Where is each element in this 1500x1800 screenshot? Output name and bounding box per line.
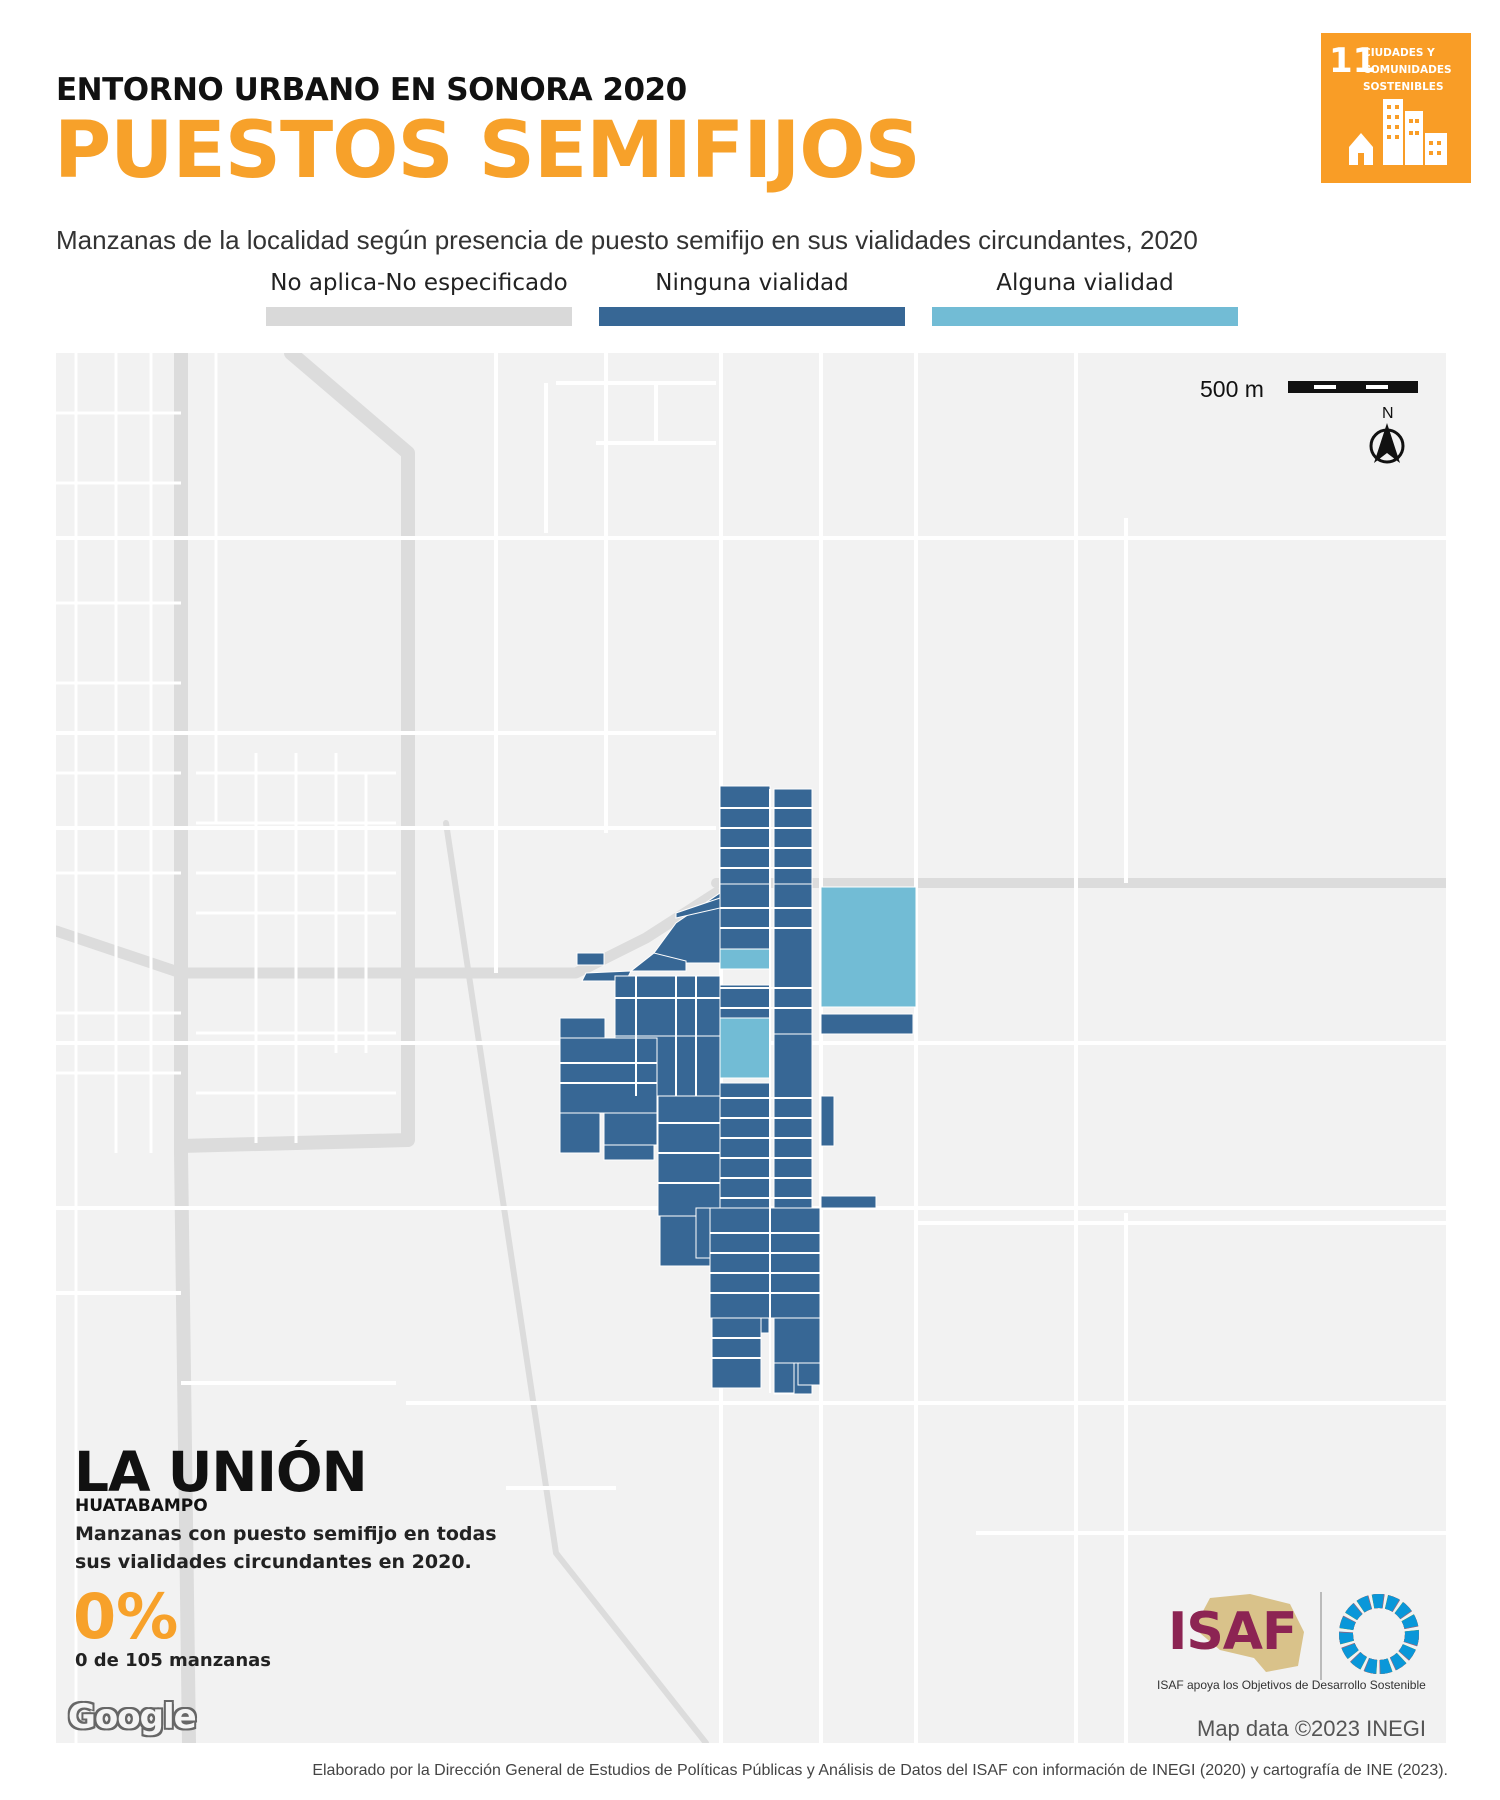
manzanas-ninguna [559,785,914,1395]
sdg-text-line-1: CIUDADES Y [1363,47,1435,59]
footer-credit: Elaborado por la Dirección General de Es… [312,1762,1448,1779]
manzana-ninguna[interactable] [773,1317,821,1364]
isaf-logo: ISAF [1168,1602,1298,1662]
legend-swatch-no-aplica [266,307,572,326]
sonora-silhouette-icon [1194,1594,1304,1672]
legend-swatch-ninguna [599,307,905,326]
north-label: N [1382,405,1394,422]
logo-divider [1320,1592,1322,1680]
sdg-text: CIUDADES Y COMUNIDADES SOSTENIBLES [1363,45,1452,96]
google-logo[interactable]: Google [68,1697,197,1737]
sdg-text-line-2: COMUNIDADES [1363,64,1452,76]
north-arrow-head [1374,423,1400,463]
north-arrow-icon [1369,423,1405,464]
scale-bar-outline [1288,381,1418,393]
scale-bar-segment [1314,385,1336,389]
isaf-slogan: ISAF apoya los Objetivos de Desarrollo S… [1157,1678,1426,1692]
map-canvas[interactable] [56,353,1446,1743]
manzana-ninguna[interactable] [629,952,687,972]
map-svg [56,353,1446,1743]
manzana-ninguna[interactable] [559,1112,601,1154]
manzana-ninguna[interactable] [719,785,771,885]
manzana-alguna[interactable] [820,886,917,1008]
manzana-ninguna[interactable] [820,1013,914,1035]
sdg-number: 11 [1329,41,1377,81]
sdg-text-line-3: SOSTENIBLES [1363,81,1444,93]
locality-name: LA UNIÓN [74,1440,368,1504]
scale-bar-segment [1366,385,1388,389]
map-credit: Map data ©2023 INEGI [1197,1716,1427,1741]
minor-streets [56,353,1446,1743]
diagonal-road [443,820,709,1743]
page-title: PUESTOS SEMIFIJOS [54,106,921,196]
manzanas-alguna [719,886,917,1079]
sonora-shape [1194,1594,1304,1672]
manzana-ninguna[interactable] [559,1037,658,1114]
manzana-ninguna[interactable] [614,975,721,1037]
legend-label-ninguna: Ninguna vialidad [655,270,849,296]
manzana-ninguna[interactable] [797,1362,821,1386]
manzana-alguna[interactable] [719,948,771,970]
legend-label-alguna: Alguna vialidad [996,270,1174,296]
manzana-ninguna[interactable] [711,1317,762,1389]
sdg-wheel-icon [1339,1594,1419,1674]
manzana-ninguna[interactable] [576,952,605,966]
manzana-ninguna[interactable] [603,1112,658,1146]
manzana-ninguna[interactable] [709,1207,821,1319]
stat-description: Manzanas con puesto semifijo en todas su… [75,1523,497,1573]
manzana-ninguna[interactable] [773,788,813,885]
manzana-ninguna[interactable] [603,1144,655,1161]
road-west-segment [56,887,722,979]
manzana-ninguna[interactable] [820,1195,877,1209]
legend-swatch-alguna [932,307,1238,326]
highway-north-south [174,353,196,1743]
manzana-alguna[interactable] [719,1017,771,1079]
manzana-ninguna[interactable] [773,1362,795,1394]
scale-bar [1288,381,1418,393]
manzana-ninguna[interactable] [559,1017,606,1039]
block-dividers [560,789,820,1393]
west-urban-grid [56,353,396,1743]
municipality-name: HUATABAMPO [75,1496,208,1516]
kicker-title: ENTORNO URBANO EN SONORA 2020 [56,72,687,108]
manzana-ninguna[interactable] [657,1095,721,1217]
manzanas [559,785,917,1395]
map-subtitle: Manzanas de la localidad según presencia… [56,225,1198,255]
sdg-11-badge: 11 CIUDADES Y COMUNIDADES SOSTENIBLES [1321,33,1471,183]
legend-label-no-aplica: No aplica-No especificado [270,270,568,296]
manzana-ninguna[interactable] [695,1207,711,1259]
manzana-ninguna[interactable] [773,883,813,1035]
stat-percent: 0% [73,1580,179,1653]
manzana-ninguna[interactable] [820,1095,835,1147]
scale-label: 500 m [1200,376,1264,402]
city-buildings-icon [1349,99,1447,165]
stat-count: 0 de 105 manzanas [75,1650,272,1671]
sdg-wheel-ring [1339,1594,1419,1674]
